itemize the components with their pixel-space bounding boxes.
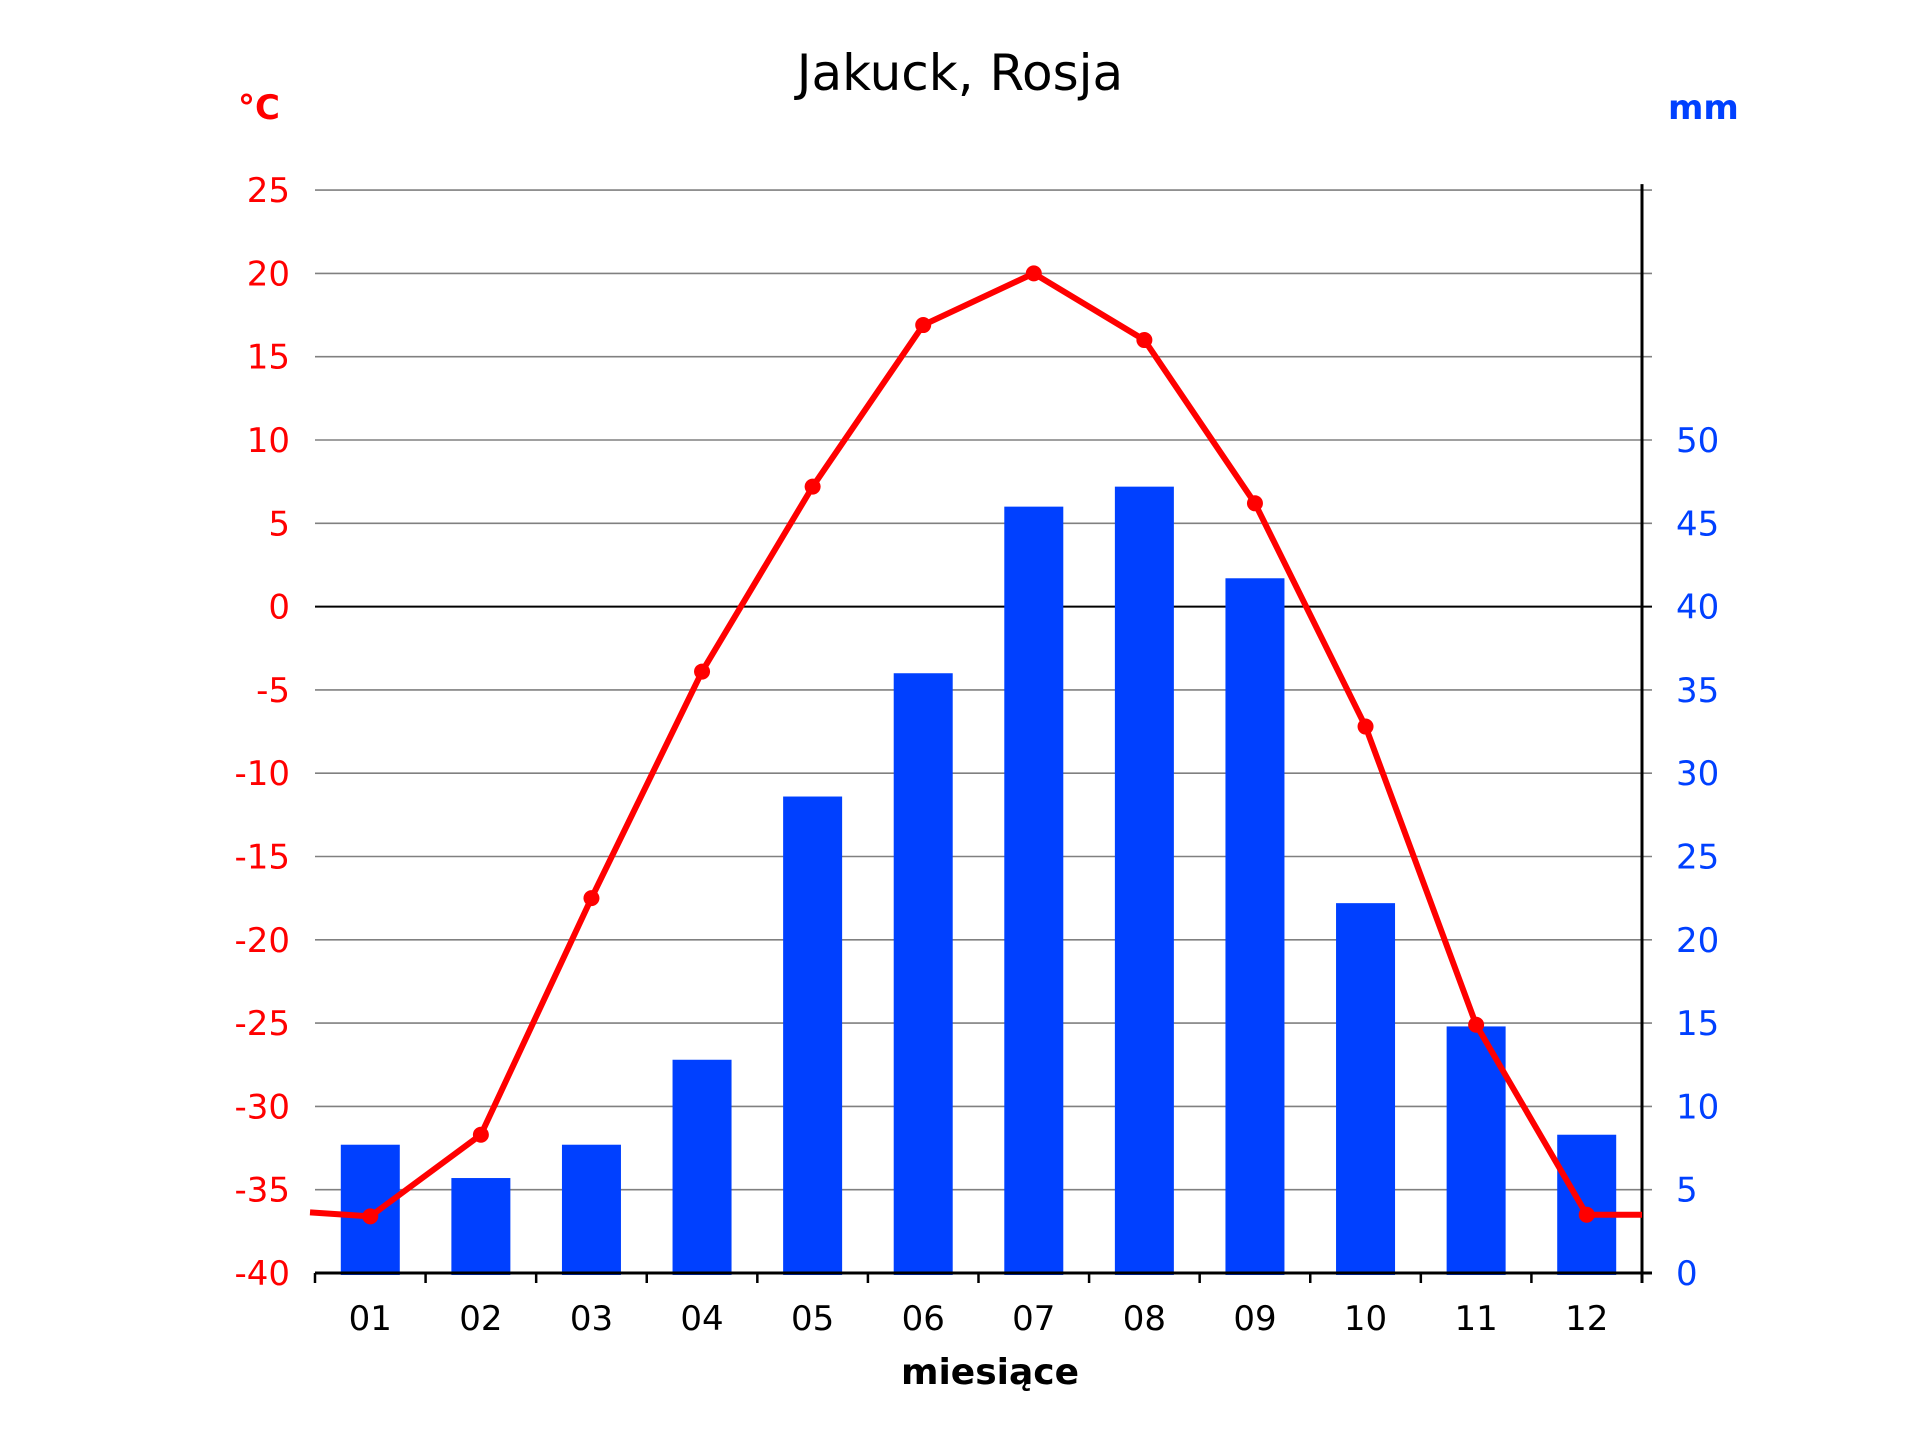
right-tick-label: 25 xyxy=(1676,838,1719,878)
month-label: 11 xyxy=(1454,1299,1497,1339)
left-tick-label: 10 xyxy=(247,421,290,461)
left-tick-label: -5 xyxy=(256,671,290,711)
right-tick-label: 15 xyxy=(1676,1004,1719,1044)
month-label: 07 xyxy=(1012,1299,1055,1339)
precipitation-bar xyxy=(1557,1134,1617,1275)
right-tick-label: 0 xyxy=(1676,1254,1698,1294)
month-label: 01 xyxy=(349,1299,392,1339)
temperature-point xyxy=(694,663,711,680)
left-tick-label: -20 xyxy=(234,921,290,961)
left-tick-label: -35 xyxy=(234,1171,290,1211)
left-tick-label: -10 xyxy=(234,754,290,794)
x-axis-label: miesiące xyxy=(900,1352,1080,1393)
month-label: 06 xyxy=(902,1299,945,1339)
precipitation-bar xyxy=(672,1059,732,1275)
month-label: 08 xyxy=(1123,1299,1166,1339)
right-tick-label: 30 xyxy=(1676,754,1719,794)
month-label: 03 xyxy=(570,1299,613,1339)
left-tick-label: 25 xyxy=(247,171,290,211)
left-tick-label: 0 xyxy=(268,588,290,628)
left-tick-label: -15 xyxy=(234,838,290,878)
left-axis-tick-labels: 25 20 15 10 5 0 -5 -10 -15 -20 -25 -30 -35 -40 xyxy=(234,171,290,1294)
month-label: 09 xyxy=(1233,1299,1276,1339)
temperature-point xyxy=(362,1208,379,1225)
temperature-point xyxy=(583,890,600,907)
right-tick-label: 5 xyxy=(1676,1171,1698,1211)
left-tick-label: -40 xyxy=(234,1254,290,1294)
precipitation-bar xyxy=(893,673,953,1275)
x-axis-tick-labels: 01 02 03 04 05 06 07 08 09 10 11 12 xyxy=(349,1299,1609,1339)
month-label: 02 xyxy=(459,1299,502,1339)
precipitation-bar xyxy=(1225,578,1285,1275)
precipitation-bar xyxy=(451,1178,511,1275)
temperature-point xyxy=(1357,718,1374,735)
temperature-point xyxy=(472,1126,489,1143)
left-tick-label: -30 xyxy=(234,1087,290,1127)
temperature-point xyxy=(1136,332,1153,349)
left-tick-label: 20 xyxy=(247,254,290,294)
axes xyxy=(313,184,1652,1283)
month-label: 04 xyxy=(680,1299,723,1339)
precipitation-bar xyxy=(1004,506,1064,1275)
temperature-point xyxy=(1025,265,1042,282)
month-label: 10 xyxy=(1344,1299,1387,1339)
left-axis-unit: °C xyxy=(238,88,280,128)
precipitation-bar xyxy=(783,796,843,1275)
temperature-point xyxy=(1468,1016,1485,1033)
left-tick-label: -25 xyxy=(234,1004,290,1044)
left-tick-label: 5 xyxy=(268,504,290,544)
temperature-point xyxy=(1578,1206,1595,1223)
temperature-point xyxy=(915,317,932,334)
chart-title: Jakuck, Rosja xyxy=(796,44,1124,102)
right-tick-label: 50 xyxy=(1676,421,1719,461)
temperature-polyline xyxy=(309,270,1642,1220)
month-label: 12 xyxy=(1565,1299,1608,1339)
right-tick-label: 45 xyxy=(1676,504,1719,544)
precipitation-bar xyxy=(1446,1026,1506,1275)
right-tick-label: 20 xyxy=(1676,921,1719,961)
right-axis-unit: mm xyxy=(1668,88,1739,128)
right-tick-label: 40 xyxy=(1676,588,1719,628)
precipitation-bar xyxy=(561,1144,621,1275)
temperature-line xyxy=(309,265,1642,1225)
precipitation-bar xyxy=(1114,486,1174,1275)
month-label: 05 xyxy=(791,1299,834,1339)
temperature-point xyxy=(804,478,821,495)
left-tick-label: 15 xyxy=(247,338,290,378)
precipitation-bar xyxy=(1336,903,1396,1275)
right-tick-label: 35 xyxy=(1676,671,1719,711)
right-tick-label: 10 xyxy=(1676,1087,1719,1127)
precipitation-bars xyxy=(340,486,1617,1275)
temperature-point xyxy=(1246,495,1263,512)
